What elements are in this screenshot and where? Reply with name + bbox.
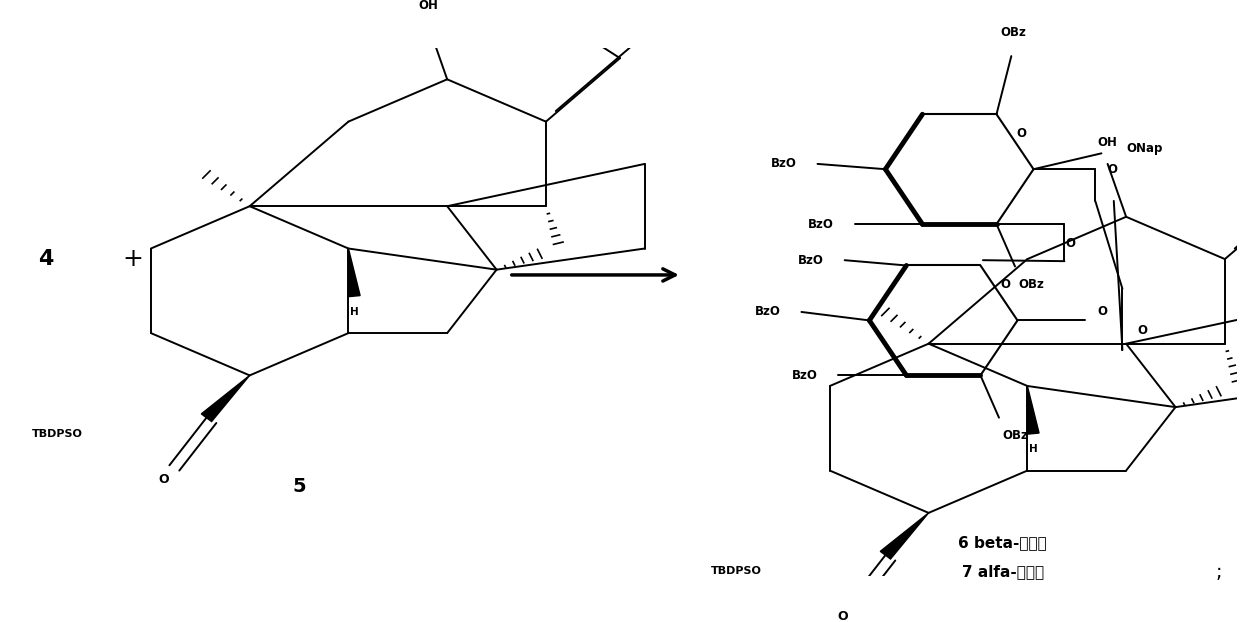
Text: OH: OH: [1097, 136, 1117, 149]
Text: TBDPSO: TBDPSO: [32, 429, 83, 439]
Text: 5: 5: [293, 477, 306, 496]
Text: 7 alfa-异构体: 7 alfa-异构体: [961, 565, 1044, 580]
Text: OBz: OBz: [1003, 429, 1028, 442]
Text: O: O: [1137, 325, 1147, 338]
Text: BzO: BzO: [807, 218, 833, 231]
Text: O: O: [1001, 278, 1011, 291]
Polygon shape: [201, 376, 249, 422]
Text: H: H: [350, 307, 358, 317]
Text: O: O: [1017, 127, 1027, 140]
Text: BzO: BzO: [755, 305, 780, 318]
Polygon shape: [348, 249, 360, 297]
Text: BzO: BzO: [770, 157, 796, 170]
Text: OBz: OBz: [1019, 278, 1044, 291]
Text: O: O: [1065, 237, 1075, 249]
Text: OH: OH: [419, 0, 439, 12]
Text: O: O: [1097, 305, 1107, 318]
Text: O: O: [157, 473, 169, 486]
Text: ONap: ONap: [1126, 142, 1162, 154]
Text: BzO: BzO: [791, 369, 817, 382]
Text: OBz: OBz: [1001, 26, 1027, 39]
Text: O: O: [837, 610, 847, 622]
Polygon shape: [880, 513, 929, 559]
Text: H: H: [1029, 445, 1038, 455]
Text: 6 beta-异构体: 6 beta-异构体: [959, 535, 1047, 550]
Text: O: O: [1107, 163, 1117, 175]
Text: ;: ;: [1215, 562, 1221, 582]
Polygon shape: [1028, 386, 1039, 434]
Text: BzO: BzO: [797, 254, 823, 267]
Text: TBDPSO: TBDPSO: [711, 566, 761, 576]
Text: +: +: [122, 247, 143, 271]
Text: 4: 4: [38, 249, 53, 269]
